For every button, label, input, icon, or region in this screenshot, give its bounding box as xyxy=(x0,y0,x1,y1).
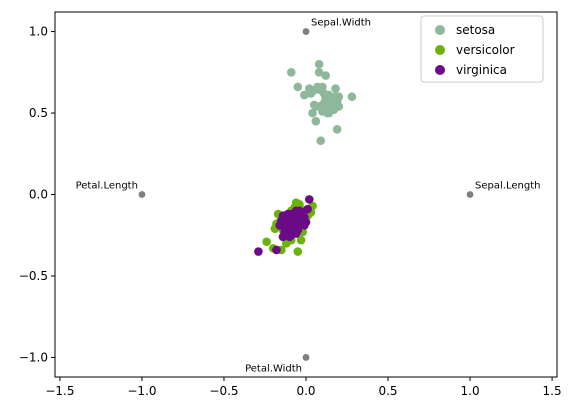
virginica-point xyxy=(254,247,263,256)
setosa-point xyxy=(319,98,329,108)
virginica-point xyxy=(304,195,314,204)
x-tick-label: 1.0 xyxy=(461,384,480,398)
virginica-point xyxy=(272,245,281,255)
x-tick-label: 0.0 xyxy=(296,384,315,398)
legend-marker-setosa xyxy=(435,25,445,35)
legend-label-setosa: setosa xyxy=(456,23,495,37)
versicolor-point xyxy=(293,247,303,256)
versicolor-point xyxy=(296,235,306,245)
setosa-point xyxy=(331,84,340,93)
setosa-point xyxy=(323,108,332,118)
virginica-point xyxy=(290,222,299,232)
setosa-point xyxy=(314,59,324,69)
setosa-point xyxy=(332,97,342,106)
anchors-layer: Sepal.Length Sepal.Width Petal.Length Petal… xyxy=(76,18,541,375)
setosa-point xyxy=(306,89,316,98)
anchor-label: Petal.Length xyxy=(76,181,138,192)
setosa-point xyxy=(332,125,342,134)
anchor-point xyxy=(138,191,146,198)
setosa-point xyxy=(311,102,321,111)
anchor-point xyxy=(302,28,310,35)
x-tick-label: 0.5 xyxy=(378,384,397,398)
x-tick-label: −1.5 xyxy=(45,384,74,398)
setosa-point xyxy=(347,92,357,102)
setosa-point xyxy=(314,67,324,77)
setosa-point xyxy=(293,82,303,92)
legend-box xyxy=(420,15,544,83)
setosa-point xyxy=(321,71,330,80)
anchor-label: Sepal.Length xyxy=(475,181,540,192)
virginica-point xyxy=(285,232,294,242)
points-layer xyxy=(254,59,357,256)
setosa-point xyxy=(316,85,326,95)
anchor-label: Petal.Width xyxy=(245,363,302,374)
anchor-label: Sepal.Width xyxy=(311,18,371,29)
y-tick-label: −0.5 xyxy=(19,269,48,283)
x-axis: −1.5 −1.0 −0.5 0.0 0.5 1.0 1.5 xyxy=(45,377,562,398)
anchor-point xyxy=(302,354,310,361)
legend-label-virginica: virginica xyxy=(456,63,507,77)
x-tick-label: 1.5 xyxy=(543,384,562,398)
legend-label-versicolor: versicolor xyxy=(456,43,515,57)
anchor-point xyxy=(466,191,474,198)
virginica-point xyxy=(291,229,301,238)
legend-marker-versicolor xyxy=(435,45,445,55)
setosa-point xyxy=(308,108,317,118)
x-tick-label: −1.0 xyxy=(127,384,156,398)
legend: setosa versicolor virginica xyxy=(420,15,544,83)
virginica-point xyxy=(291,206,301,216)
x-tick-label: −0.5 xyxy=(209,384,238,398)
y-tick-label: 0.0 xyxy=(29,188,48,202)
y-axis: −1.0 −0.5 0.0 0.5 1.0 xyxy=(19,25,55,364)
y-tick-label: 1.0 xyxy=(29,25,48,39)
setosa-point xyxy=(300,90,309,100)
setosa-point xyxy=(316,136,326,146)
virginica-point xyxy=(288,213,298,222)
setosa-point xyxy=(311,116,321,126)
y-tick-label: 0.5 xyxy=(29,106,48,120)
setosa-point xyxy=(286,67,296,77)
versicolor-point xyxy=(262,237,271,247)
legend-marker-virginica xyxy=(435,65,445,75)
y-tick-label: −1.0 xyxy=(19,350,48,364)
